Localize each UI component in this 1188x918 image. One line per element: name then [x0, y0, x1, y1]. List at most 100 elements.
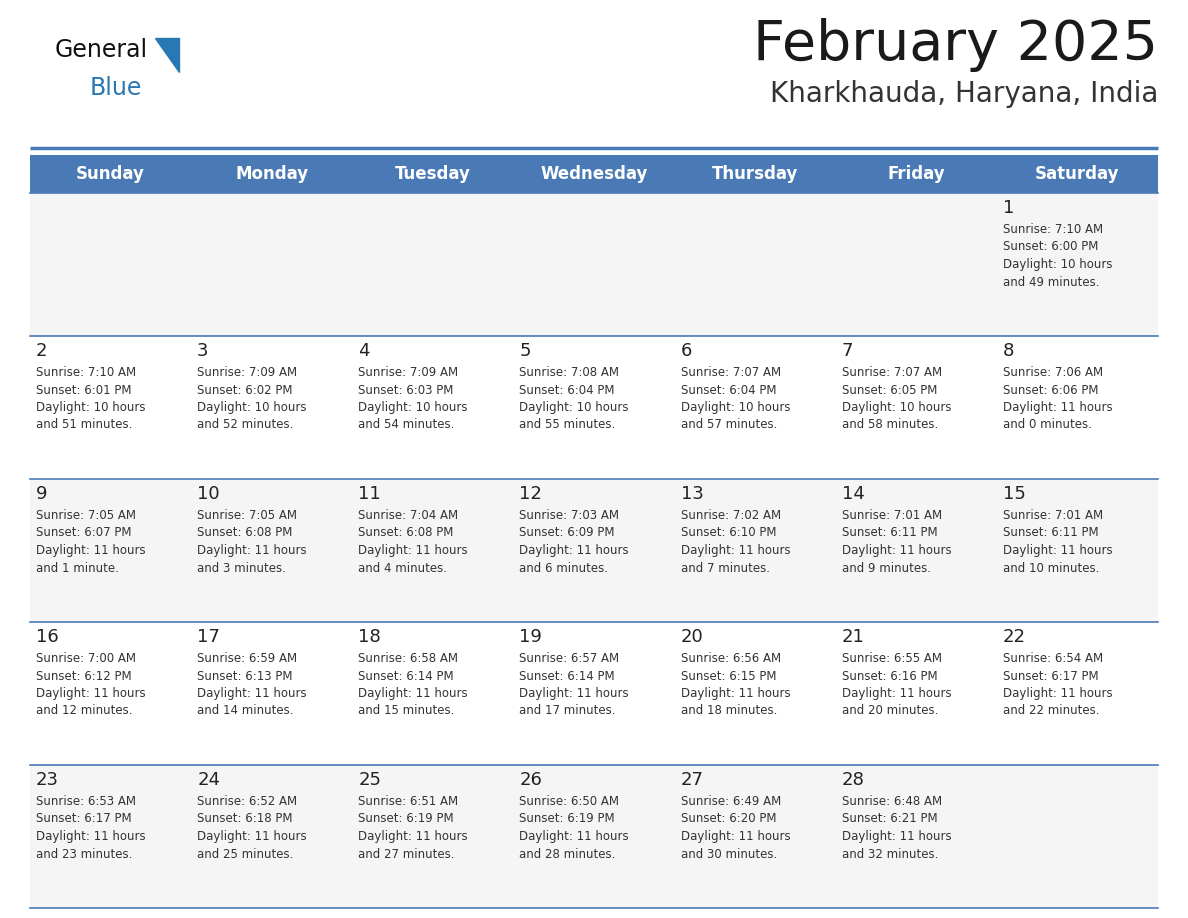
Text: Sunrise: 7:00 AM: Sunrise: 7:00 AM — [36, 652, 135, 665]
Text: 7: 7 — [842, 342, 853, 360]
Text: Sunset: 6:20 PM: Sunset: 6:20 PM — [681, 812, 776, 825]
Text: 20: 20 — [681, 628, 703, 646]
Text: Sunrise: 6:55 AM: Sunrise: 6:55 AM — [842, 652, 942, 665]
Text: and 3 minutes.: and 3 minutes. — [197, 562, 286, 575]
Bar — [30, 622, 1158, 765]
Text: Daylight: 11 hours: Daylight: 11 hours — [1003, 544, 1112, 557]
Bar — [191, 155, 353, 193]
Text: Saturday: Saturday — [1035, 165, 1119, 183]
Text: and 58 minutes.: and 58 minutes. — [842, 419, 939, 431]
Text: Sunrise: 7:06 AM: Sunrise: 7:06 AM — [1003, 366, 1102, 379]
Text: 10: 10 — [197, 485, 220, 503]
Text: Sunset: 6:17 PM: Sunset: 6:17 PM — [1003, 669, 1099, 682]
Text: Sunset: 6:09 PM: Sunset: 6:09 PM — [519, 527, 615, 540]
Text: Sunrise: 6:49 AM: Sunrise: 6:49 AM — [681, 795, 781, 808]
Text: Daylight: 10 hours: Daylight: 10 hours — [36, 401, 145, 414]
Text: and 7 minutes.: and 7 minutes. — [681, 562, 770, 575]
Text: Sunset: 6:18 PM: Sunset: 6:18 PM — [197, 812, 292, 825]
Text: and 9 minutes.: and 9 minutes. — [842, 562, 930, 575]
Bar — [835, 155, 997, 193]
Text: and 54 minutes.: and 54 minutes. — [359, 419, 455, 431]
Bar — [30, 155, 191, 193]
Text: Thursday: Thursday — [712, 165, 798, 183]
Text: 24: 24 — [197, 771, 220, 789]
Text: and 25 minutes.: and 25 minutes. — [197, 847, 293, 860]
Text: and 18 minutes.: and 18 minutes. — [681, 704, 777, 718]
Text: Sunrise: 7:08 AM: Sunrise: 7:08 AM — [519, 366, 619, 379]
Text: Sunset: 6:04 PM: Sunset: 6:04 PM — [519, 384, 615, 397]
Text: Daylight: 11 hours: Daylight: 11 hours — [197, 830, 307, 843]
Text: Sunrise: 6:48 AM: Sunrise: 6:48 AM — [842, 795, 942, 808]
Text: Sunset: 6:17 PM: Sunset: 6:17 PM — [36, 812, 132, 825]
Bar — [30, 336, 1158, 479]
Text: Sunrise: 7:05 AM: Sunrise: 7:05 AM — [36, 509, 135, 522]
Text: Sunrise: 7:09 AM: Sunrise: 7:09 AM — [197, 366, 297, 379]
Text: Sunrise: 7:09 AM: Sunrise: 7:09 AM — [359, 366, 459, 379]
Text: Daylight: 10 hours: Daylight: 10 hours — [681, 401, 790, 414]
Text: 22: 22 — [1003, 628, 1026, 646]
Bar — [997, 155, 1158, 193]
Text: Sunset: 6:11 PM: Sunset: 6:11 PM — [842, 527, 937, 540]
Text: and 23 minutes.: and 23 minutes. — [36, 847, 132, 860]
Text: Blue: Blue — [90, 76, 143, 100]
Text: Daylight: 11 hours: Daylight: 11 hours — [197, 687, 307, 700]
Text: Daylight: 11 hours: Daylight: 11 hours — [519, 830, 630, 843]
Text: and 30 minutes.: and 30 minutes. — [681, 847, 777, 860]
Text: Sunset: 6:16 PM: Sunset: 6:16 PM — [842, 669, 937, 682]
Text: 2: 2 — [36, 342, 48, 360]
Bar — [30, 193, 1158, 336]
Text: and 0 minutes.: and 0 minutes. — [1003, 419, 1092, 431]
Text: Daylight: 11 hours: Daylight: 11 hours — [36, 544, 146, 557]
Text: Sunset: 6:10 PM: Sunset: 6:10 PM — [681, 527, 776, 540]
Text: 1: 1 — [1003, 199, 1015, 217]
Text: Sunset: 6:13 PM: Sunset: 6:13 PM — [197, 669, 292, 682]
Text: and 52 minutes.: and 52 minutes. — [197, 419, 293, 431]
Text: General: General — [55, 38, 148, 62]
Text: Daylight: 11 hours: Daylight: 11 hours — [36, 687, 146, 700]
Text: Sunset: 6:19 PM: Sunset: 6:19 PM — [519, 812, 615, 825]
Text: Wednesday: Wednesday — [541, 165, 647, 183]
Text: Sunrise: 6:52 AM: Sunrise: 6:52 AM — [197, 795, 297, 808]
Text: 9: 9 — [36, 485, 48, 503]
Text: Daylight: 11 hours: Daylight: 11 hours — [681, 830, 790, 843]
Text: Daylight: 11 hours: Daylight: 11 hours — [519, 544, 630, 557]
Bar — [675, 155, 835, 193]
Text: Sunrise: 7:04 AM: Sunrise: 7:04 AM — [359, 509, 459, 522]
Text: Daylight: 11 hours: Daylight: 11 hours — [681, 544, 790, 557]
Text: 12: 12 — [519, 485, 542, 503]
Text: 11: 11 — [359, 485, 381, 503]
Text: and 22 minutes.: and 22 minutes. — [1003, 704, 1099, 718]
Text: Daylight: 11 hours: Daylight: 11 hours — [359, 544, 468, 557]
Text: and 14 minutes.: and 14 minutes. — [197, 704, 293, 718]
Text: 6: 6 — [681, 342, 691, 360]
Text: Sunset: 6:06 PM: Sunset: 6:06 PM — [1003, 384, 1099, 397]
Text: Sunrise: 7:03 AM: Sunrise: 7:03 AM — [519, 509, 619, 522]
Text: and 1 minute.: and 1 minute. — [36, 562, 119, 575]
Bar — [30, 765, 1158, 908]
Text: and 4 minutes.: and 4 minutes. — [359, 562, 448, 575]
Text: Sunset: 6:19 PM: Sunset: 6:19 PM — [359, 812, 454, 825]
Text: Sunset: 6:08 PM: Sunset: 6:08 PM — [197, 527, 292, 540]
Text: Sunset: 6:04 PM: Sunset: 6:04 PM — [681, 384, 776, 397]
Text: Kharkhauda, Haryana, India: Kharkhauda, Haryana, India — [770, 80, 1158, 108]
Text: and 10 minutes.: and 10 minutes. — [1003, 562, 1099, 575]
Text: Sunset: 6:14 PM: Sunset: 6:14 PM — [519, 669, 615, 682]
Text: and 51 minutes.: and 51 minutes. — [36, 419, 132, 431]
Text: 18: 18 — [359, 628, 381, 646]
Text: Sunrise: 7:10 AM: Sunrise: 7:10 AM — [1003, 223, 1102, 236]
Text: 13: 13 — [681, 485, 703, 503]
Text: and 32 minutes.: and 32 minutes. — [842, 847, 939, 860]
Text: Sunset: 6:11 PM: Sunset: 6:11 PM — [1003, 527, 1099, 540]
Text: Daylight: 10 hours: Daylight: 10 hours — [359, 401, 468, 414]
Text: 27: 27 — [681, 771, 703, 789]
Text: 21: 21 — [842, 628, 865, 646]
Text: and 17 minutes.: and 17 minutes. — [519, 704, 615, 718]
Text: Sunrise: 6:58 AM: Sunrise: 6:58 AM — [359, 652, 459, 665]
Text: Sunrise: 7:01 AM: Sunrise: 7:01 AM — [1003, 509, 1102, 522]
Text: Friday: Friday — [887, 165, 946, 183]
Text: 23: 23 — [36, 771, 59, 789]
Text: and 27 minutes.: and 27 minutes. — [359, 847, 455, 860]
Text: Sunset: 6:15 PM: Sunset: 6:15 PM — [681, 669, 776, 682]
Text: Sunrise: 6:51 AM: Sunrise: 6:51 AM — [359, 795, 459, 808]
Text: and 55 minutes.: and 55 minutes. — [519, 419, 615, 431]
